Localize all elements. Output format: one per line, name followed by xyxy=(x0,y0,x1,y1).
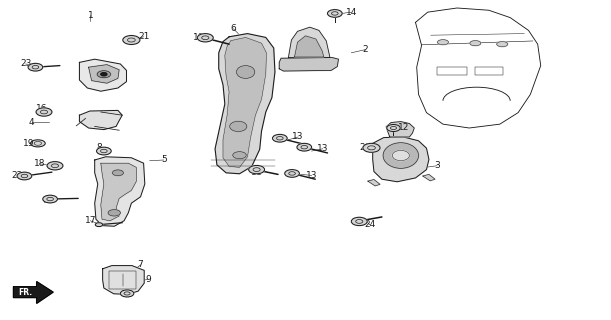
Text: FR.: FR. xyxy=(18,288,33,297)
Text: 13: 13 xyxy=(317,144,328,153)
Polygon shape xyxy=(295,36,324,57)
Bar xyxy=(437,67,467,75)
Text: 19: 19 xyxy=(23,139,34,148)
Ellipse shape xyxy=(120,290,134,297)
Bar xyxy=(475,67,503,75)
Text: 12: 12 xyxy=(398,123,409,132)
Text: 15: 15 xyxy=(43,196,54,205)
Ellipse shape xyxy=(43,195,57,203)
Ellipse shape xyxy=(233,152,246,159)
Text: 6: 6 xyxy=(230,24,236,33)
Text: 21: 21 xyxy=(138,32,149,41)
Text: 4: 4 xyxy=(29,118,35,127)
Ellipse shape xyxy=(236,66,255,78)
Ellipse shape xyxy=(31,140,45,147)
Text: 5: 5 xyxy=(161,156,167,164)
Text: 24: 24 xyxy=(364,220,375,229)
Ellipse shape xyxy=(112,170,123,176)
Ellipse shape xyxy=(383,143,419,168)
Ellipse shape xyxy=(297,143,312,151)
Text: 23: 23 xyxy=(20,60,31,68)
Ellipse shape xyxy=(230,121,247,132)
Polygon shape xyxy=(288,27,330,58)
Polygon shape xyxy=(423,174,435,181)
Polygon shape xyxy=(13,282,53,303)
Ellipse shape xyxy=(97,71,111,78)
Ellipse shape xyxy=(28,63,43,71)
Polygon shape xyxy=(103,266,144,294)
Ellipse shape xyxy=(497,42,508,47)
Text: 2: 2 xyxy=(362,45,368,54)
Polygon shape xyxy=(373,137,429,182)
Text: 1: 1 xyxy=(87,11,93,20)
Text: 3: 3 xyxy=(434,161,440,170)
Polygon shape xyxy=(89,65,119,83)
Text: 9: 9 xyxy=(145,275,151,284)
Text: 22: 22 xyxy=(12,172,23,180)
Ellipse shape xyxy=(95,223,103,227)
Ellipse shape xyxy=(351,217,367,226)
Polygon shape xyxy=(223,37,266,167)
Ellipse shape xyxy=(363,143,380,152)
Text: 14: 14 xyxy=(346,8,357,17)
Text: 18: 18 xyxy=(34,159,45,168)
Polygon shape xyxy=(79,59,126,91)
Polygon shape xyxy=(215,34,275,174)
Ellipse shape xyxy=(249,165,265,174)
Polygon shape xyxy=(368,180,380,186)
Polygon shape xyxy=(101,163,136,221)
Text: 13: 13 xyxy=(306,171,317,180)
Ellipse shape xyxy=(327,10,342,17)
Polygon shape xyxy=(279,58,338,71)
Text: 10: 10 xyxy=(193,33,204,42)
Ellipse shape xyxy=(17,172,32,180)
Text: 17: 17 xyxy=(85,216,96,225)
Text: 20: 20 xyxy=(360,143,371,152)
Ellipse shape xyxy=(273,134,287,142)
Ellipse shape xyxy=(387,124,400,132)
Ellipse shape xyxy=(123,36,140,44)
Ellipse shape xyxy=(36,108,52,116)
Polygon shape xyxy=(386,122,414,137)
Bar xyxy=(109,271,136,289)
Ellipse shape xyxy=(392,150,409,161)
Polygon shape xyxy=(79,110,122,130)
Ellipse shape xyxy=(470,41,481,46)
Text: 8: 8 xyxy=(96,143,102,152)
Text: 11: 11 xyxy=(251,168,262,177)
Polygon shape xyxy=(95,157,145,226)
Ellipse shape xyxy=(101,73,107,76)
Ellipse shape xyxy=(108,210,120,216)
Ellipse shape xyxy=(437,40,448,45)
Ellipse shape xyxy=(285,170,299,177)
Text: 16: 16 xyxy=(36,104,47,113)
Text: 7: 7 xyxy=(137,260,144,269)
Text: 13: 13 xyxy=(293,132,304,141)
Ellipse shape xyxy=(197,34,213,42)
Ellipse shape xyxy=(47,162,63,170)
Ellipse shape xyxy=(97,147,111,155)
